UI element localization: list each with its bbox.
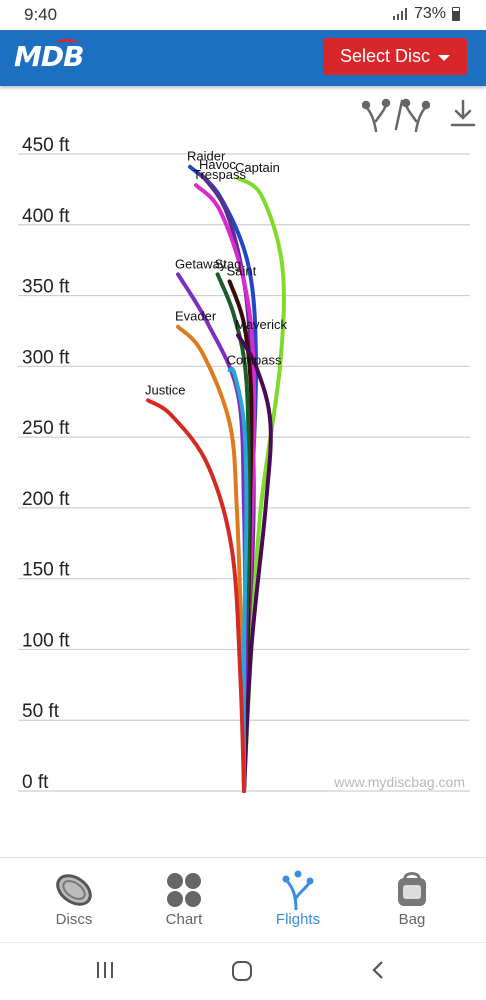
flight-direction-toggle-icon[interactable] (362, 97, 430, 133)
flight-label-justice: Justice (145, 382, 185, 397)
nav-discs-label: Discs (55, 911, 93, 928)
flight-label-captain: Captain (235, 160, 280, 175)
y-tick-label: 0 ft (22, 772, 49, 793)
disc-icon (56, 874, 92, 906)
nav-flights[interactable]: Flights (243, 858, 353, 943)
back-icon[interactable] (368, 959, 388, 981)
caret-down-icon (438, 54, 451, 61)
status-indicators: 73% (392, 5, 460, 23)
flight-chart: 0 ft 50 ft 100 ft 150 ft 200 ft 250 ft 300 ft 3… (18, 135, 470, 793)
recent-apps-icon[interactable] (94, 959, 116, 981)
bag-icon (398, 872, 426, 906)
flight-label-raider: Raider (187, 149, 226, 164)
flight-path-maverick (236, 333, 273, 793)
y-tick-label: 50 ft (22, 701, 60, 722)
battery-percent: 73% (413, 5, 446, 22)
system-nav (0, 942, 486, 1000)
status-bar: 9:40 73% (0, 0, 486, 30)
battery-icon (452, 7, 460, 21)
watermark: www.mydiscbag.com (333, 774, 465, 790)
nav-discs[interactable]: Discs (19, 858, 129, 943)
nav-chart[interactable]: Chart (129, 858, 239, 943)
chart-grid-icon (167, 873, 201, 907)
nav-bag-label: Bag (398, 911, 426, 928)
flight-label-getaway: Getaway (175, 256, 227, 271)
y-tick-label: 450 ft (22, 135, 70, 156)
y-tick-label: 400 ft (22, 206, 70, 227)
select-disc-label: Select Disc (339, 46, 431, 66)
y-tick-label: 200 ft (22, 489, 70, 510)
flight-path-compass (227, 366, 249, 793)
flight-label-stag: Stag (215, 256, 242, 271)
y-tick-label: 100 ft (22, 630, 70, 651)
bottom-nav: Discs Chart Flights Bag (0, 857, 486, 942)
flight-label-compass: Compass (227, 353, 282, 368)
signal-icon (392, 8, 407, 20)
nav-bag[interactable]: Bag (357, 858, 467, 943)
status-time: 9:40 (24, 5, 58, 24)
logo-swoosh (56, 39, 78, 47)
flight-path-justice (146, 398, 246, 793)
flight-label-evader: Evader (175, 309, 217, 324)
flight-label-trespass: Trespass (193, 167, 246, 182)
select-disc-button[interactable]: Select Disc (323, 38, 467, 75)
nav-chart-label: Chart (165, 911, 203, 928)
flights-icon (282, 870, 314, 910)
download-icon[interactable] (449, 97, 477, 129)
flight-label-maverick: Maverick (235, 317, 288, 332)
nav-flights-label: Flights (275, 911, 321, 928)
y-tick-label: 350 ft (22, 277, 70, 298)
flight-label-saint: Saint (227, 263, 257, 278)
flight-label-havoc: Havoc (199, 157, 236, 172)
home-icon[interactable] (230, 959, 254, 983)
y-tick-label: 250 ft (22, 418, 70, 439)
y-tick-label: 150 ft (22, 560, 70, 581)
y-tick-label: 300 ft (22, 347, 70, 368)
app-header: MDB Select Disc (0, 30, 486, 86)
